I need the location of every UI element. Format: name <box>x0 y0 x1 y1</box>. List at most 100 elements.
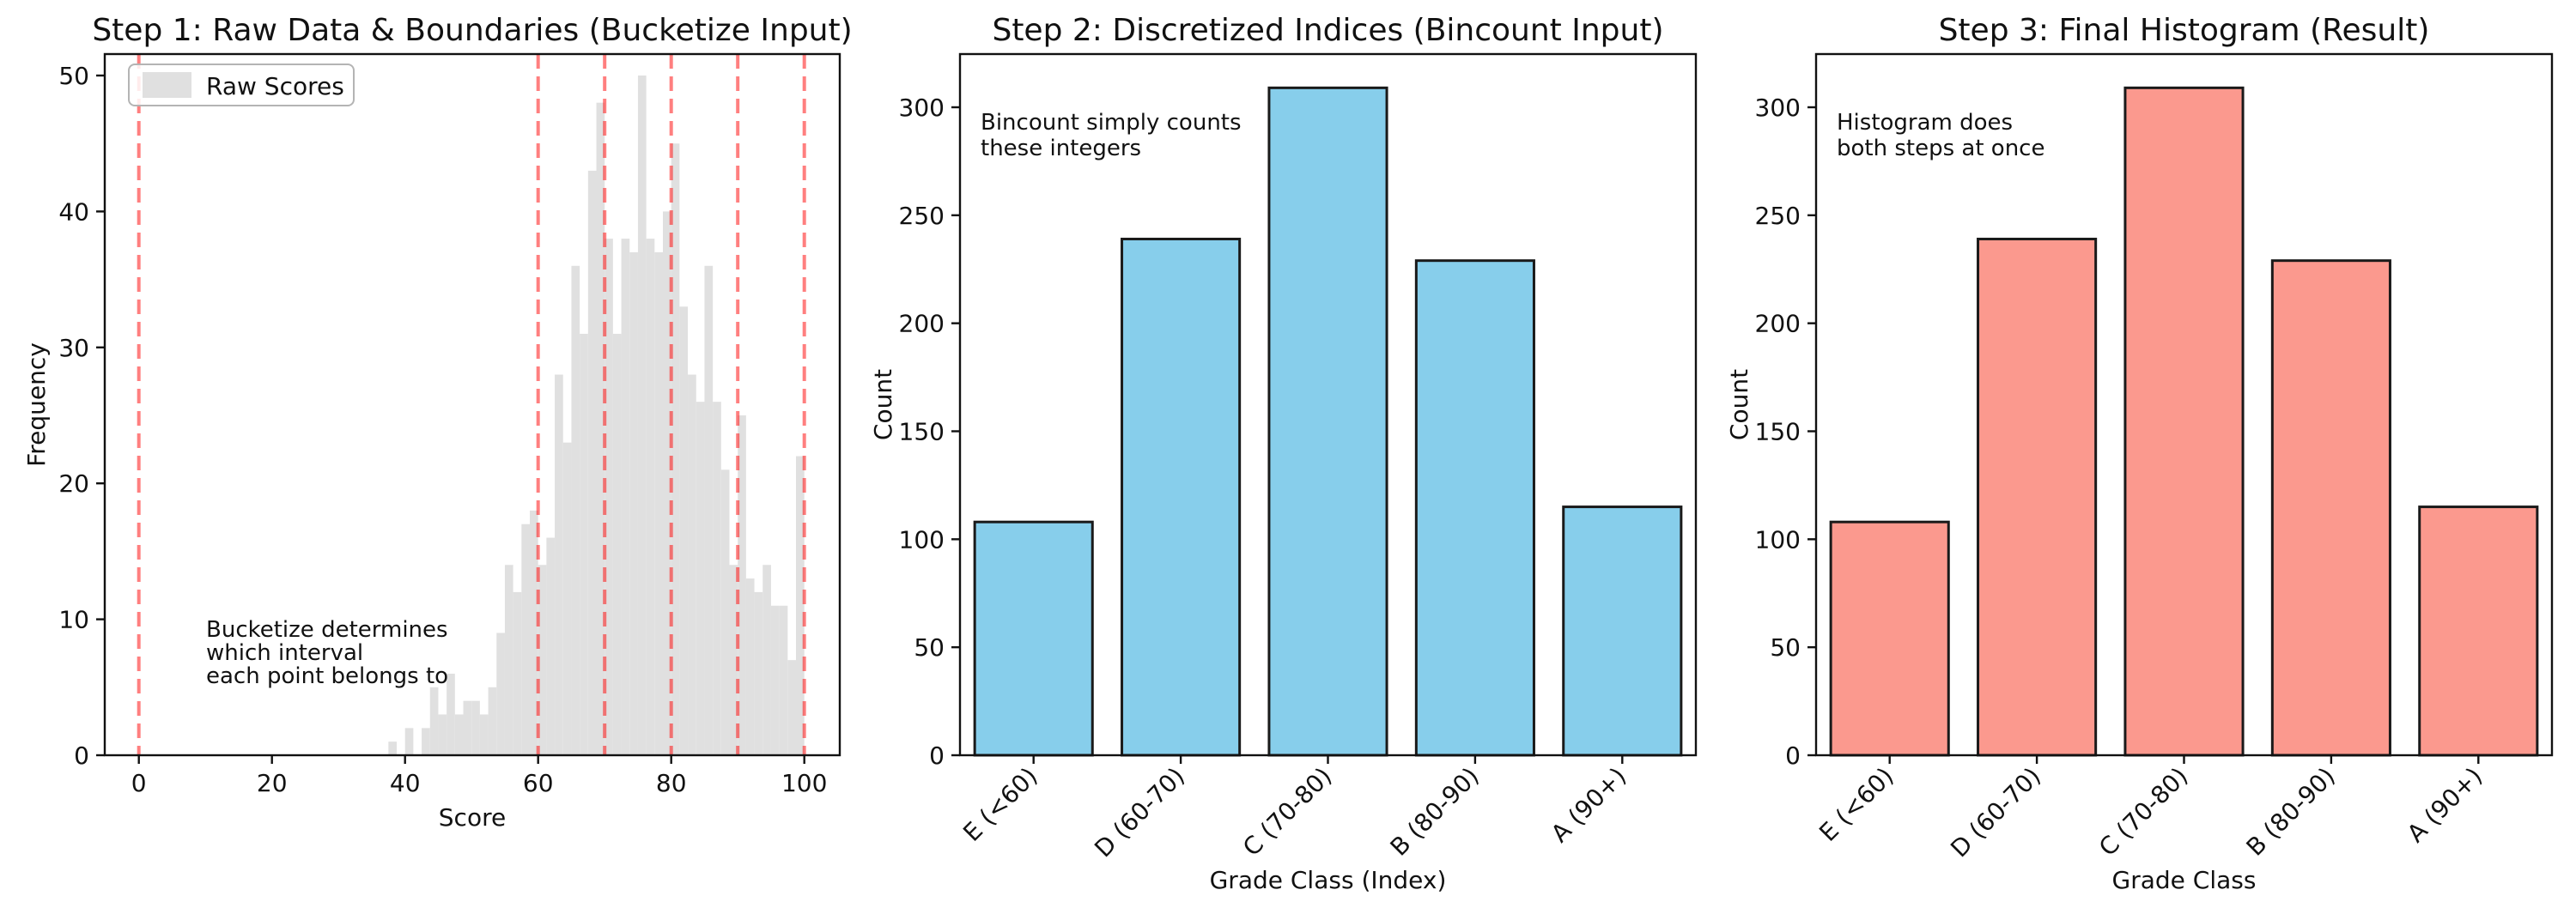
histogram-bar <box>479 714 489 755</box>
y-tick-label: 200 <box>899 310 945 338</box>
histogram-bar <box>612 333 622 755</box>
histogram-bar <box>546 537 556 755</box>
histogram-bar <box>504 565 513 755</box>
x-tick-label: 100 <box>781 769 827 797</box>
y-axis-label: Count <box>869 369 897 440</box>
x-tick-label: 40 <box>390 769 421 797</box>
x-tick-label: 20 <box>257 769 288 797</box>
x-axis-label: Grade Class <box>2112 866 2257 894</box>
histogram-bar <box>605 239 613 756</box>
histogram-bar <box>404 728 414 755</box>
y-tick-label: 50 <box>58 62 89 90</box>
legend-swatch <box>143 72 191 98</box>
y-tick-label: 200 <box>1755 310 1801 338</box>
histogram-bar <box>729 565 738 755</box>
y-tick-label: 100 <box>1755 525 1801 554</box>
histogram-bar <box>688 374 696 755</box>
histogram-bar <box>745 578 755 755</box>
subplot-title: Step 2: Discretized Indices (Bincount In… <box>992 13 1663 48</box>
histogram-bar <box>580 333 588 755</box>
histogram-bar <box>762 565 771 755</box>
legend: Raw Scores <box>128 64 355 106</box>
y-tick-label: 150 <box>899 417 945 445</box>
y-tick-label: 150 <box>1755 417 1801 445</box>
y-tick-label: 300 <box>1755 94 1801 122</box>
histogram-bar <box>471 700 480 755</box>
y-tick-label: 0 <box>1785 742 1801 770</box>
histogram-bar <box>679 306 689 755</box>
bar-C <box>2123 86 2245 757</box>
bar-C <box>1267 86 1388 757</box>
step-annotation-line: Histogram does <box>1837 110 2013 136</box>
bar-E <box>973 520 1094 757</box>
y-tick-label: 50 <box>1770 633 1801 662</box>
y-tick-label: 10 <box>58 606 89 634</box>
histogram-bar <box>704 265 714 755</box>
y-axis-label: Frequency <box>22 342 51 467</box>
histogram-bar <box>571 265 580 755</box>
x-tick-label: 80 <box>656 769 687 797</box>
step-annotation-line: these integers <box>981 136 1141 161</box>
histogram-bar <box>429 687 439 755</box>
histogram-bar <box>596 102 605 756</box>
histogram-bar <box>621 239 630 756</box>
histogram-bar <box>738 415 746 755</box>
raw-scores-histogram <box>388 76 805 756</box>
histogram-bar <box>796 456 805 755</box>
histogram-bar <box>488 687 497 755</box>
histogram-bar <box>538 565 547 755</box>
histogram-bar <box>779 605 788 755</box>
y-tick-label: 300 <box>899 94 945 122</box>
x-tick-label: 60 <box>523 769 554 797</box>
histogram-bar <box>754 591 763 755</box>
step-annotation-line: Bincount simply counts <box>981 110 1242 136</box>
bar-A <box>2418 505 2539 757</box>
histogram-bar <box>629 251 638 755</box>
histogram-bar <box>587 170 597 755</box>
histogram-bar <box>388 742 398 755</box>
histogram-bar <box>521 524 531 755</box>
histogram-bar <box>713 402 721 755</box>
histogram-bar <box>671 143 680 755</box>
bar-E <box>1829 520 1950 757</box>
histogram-bar <box>637 76 647 755</box>
histogram-bar <box>663 211 671 755</box>
axes-frame <box>103 52 841 757</box>
histogram-bar <box>696 402 705 755</box>
bucketize-annotation-line: Bucketize determines <box>206 617 448 643</box>
histogram-bar <box>513 591 522 755</box>
y-tick-label: 250 <box>1755 202 1801 230</box>
histogram-bar <box>562 442 572 755</box>
bar-A <box>1562 505 1683 757</box>
histogram-bar <box>646 239 655 756</box>
y-tick-label: 50 <box>914 633 945 662</box>
y-tick-label: 0 <box>74 742 89 770</box>
y-tick-label: 20 <box>58 469 89 498</box>
y-tick-label: 0 <box>929 742 945 770</box>
histogram-bar <box>654 251 664 755</box>
histogram-bar <box>496 633 505 755</box>
x-axis-label: Score <box>439 803 506 832</box>
bar-B <box>1414 259 1535 757</box>
histogram-bar <box>530 510 538 755</box>
histogram-bar <box>422 728 430 755</box>
subplot-title: Step 3: Final Histogram (Result) <box>1939 13 2430 48</box>
y-tick-label: 250 <box>899 202 945 230</box>
legend-label: Raw Scores <box>206 72 344 100</box>
bucketize-annotation-line: which interval <box>206 640 363 666</box>
bucketize-annotation-line: each point belongs to <box>206 663 448 689</box>
histogram-bar <box>720 469 730 755</box>
x-axis-label: Grade Class (Index) <box>1210 866 1447 894</box>
y-tick-label: 40 <box>58 197 89 226</box>
histogram-bar <box>787 660 797 755</box>
y-tick-label: 30 <box>58 334 89 362</box>
bar-D <box>1121 238 1242 757</box>
subplot-title: Step 1: Raw Data & Boundaries (Bucketize… <box>92 13 852 48</box>
bar-B <box>2270 259 2391 757</box>
histogram-bar <box>770 605 780 755</box>
bar-D <box>1977 238 2098 757</box>
x-tick-label: 0 <box>131 769 147 797</box>
